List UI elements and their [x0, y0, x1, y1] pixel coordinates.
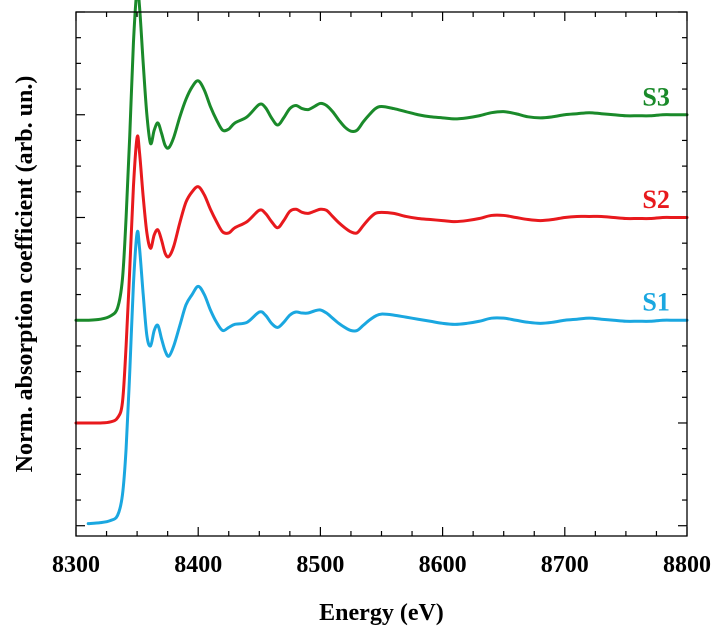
series-line-s1 — [86, 229, 689, 526]
x-tick-label: 8600 — [419, 552, 467, 578]
axis-ticks — [75, 11, 688, 536]
plot-frame — [75, 11, 688, 537]
series-line-s3 — [74, 0, 689, 322]
series-labels: S1 S2 S3 — [642, 82, 669, 316]
y-axis-title: Norm. absorption coefficient (arb. un.) — [12, 76, 38, 473]
x-tick-label: 8500 — [296, 552, 344, 578]
x-tick-label: 8300 — [52, 552, 100, 578]
x-tick-label: 8400 — [174, 552, 222, 578]
series-label-s2: S2 — [642, 185, 669, 214]
series-line-s2 — [74, 134, 689, 425]
series-layer — [74, 0, 689, 526]
x-tick-labels: 8300 8400 8500 8600 8700 8800 — [52, 552, 711, 578]
series-label-s1: S1 — [642, 288, 669, 317]
x-tick-label: 8700 — [541, 552, 589, 578]
x-tick-label: 8800 — [663, 552, 711, 578]
x-axis-title: Energy (eV) — [319, 600, 444, 626]
series-label-s3: S3 — [642, 82, 669, 111]
